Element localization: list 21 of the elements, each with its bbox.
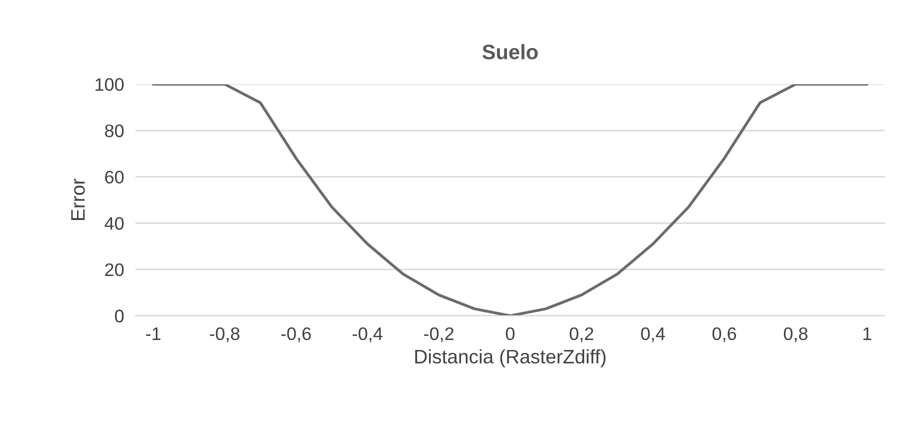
x-tick-label: 0,2: [570, 327, 594, 342]
y-tick-label: 0: [115, 310, 124, 322]
line-series: [152, 84, 868, 316]
x-tick-label: 0,4: [641, 327, 665, 342]
chart-title: Suelo: [482, 44, 538, 60]
x-tick-label: 0,8: [784, 327, 808, 342]
x-tick-label: -0,4: [352, 327, 382, 342]
y-tick-label: 20: [105, 263, 124, 276]
x-tick-label: 0,6: [712, 327, 736, 342]
x-tick-label: 1: [863, 328, 872, 340]
x-tick-label: -0,6: [281, 327, 311, 342]
y-tick-label: 40: [104, 217, 124, 230]
x-axis-title: Distancia (RasterZdiff): [415, 349, 606, 368]
x-tick-label: -0,2: [424, 327, 454, 342]
x-tick-label: 0: [506, 327, 515, 340]
y-tick-label: 80: [105, 124, 124, 138]
y-tick-label: 60: [105, 170, 124, 184]
y-tick-label: 100: [96, 78, 124, 91]
x-tick-label: -0,8: [210, 327, 240, 342]
y-axis-title: Error: [71, 178, 85, 220]
x-tick-label: -1: [146, 328, 160, 340]
